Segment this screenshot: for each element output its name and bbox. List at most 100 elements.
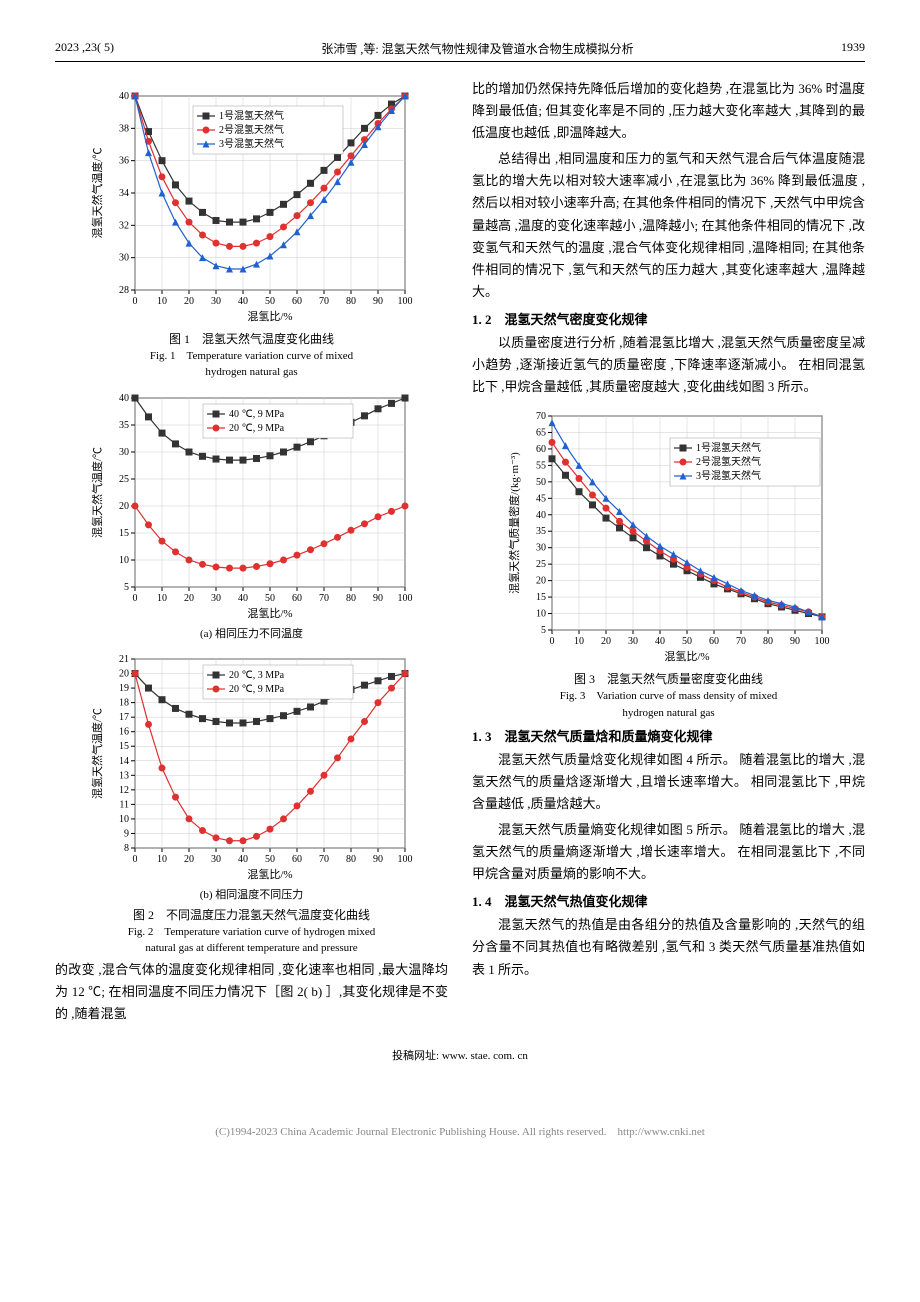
svg-text:70: 70	[319, 854, 329, 865]
svg-text:14: 14	[119, 755, 129, 766]
svg-text:38: 38	[119, 123, 129, 134]
svg-text:100: 100	[397, 296, 412, 307]
svg-text:60: 60	[292, 854, 302, 865]
svg-text:40: 40	[655, 636, 665, 647]
svg-text:40: 40	[536, 510, 546, 521]
svg-text:0: 0	[132, 593, 137, 604]
svg-text:50: 50	[536, 477, 546, 488]
svg-text:12: 12	[119, 784, 129, 795]
fig2a-subcaption: (a) 相同压力不同温度	[55, 625, 448, 641]
svg-text:0: 0	[132, 296, 137, 307]
svg-text:25: 25	[536, 559, 546, 570]
page-header: 2023 ,23( 5) 张沛雪 ,等: 混氢天然气物性规律及管道水合物生成模拟…	[55, 40, 865, 62]
svg-text:30: 30	[536, 543, 546, 554]
svg-text:混氢比/%: 混氢比/%	[247, 309, 292, 323]
svg-text:混氢天然气质量密度/(kg·m⁻³): 混氢天然气质量密度/(kg·m⁻³)	[507, 452, 521, 594]
fig1-caption-en-1: Fig. 1 Temperature variation curve of mi…	[55, 349, 448, 363]
svg-text:40: 40	[238, 854, 248, 865]
svg-text:15: 15	[536, 592, 546, 603]
svg-text:20: 20	[601, 636, 611, 647]
svg-text:10: 10	[157, 593, 167, 604]
svg-text:1号混氢天然气: 1号混氢天然气	[219, 109, 284, 122]
left-column: 010203040506070809010028303234363840混氢比/…	[55, 78, 448, 1029]
svg-text:100: 100	[397, 593, 412, 604]
svg-text:5: 5	[124, 582, 129, 593]
svg-text:18: 18	[119, 697, 129, 708]
svg-text:28: 28	[119, 285, 129, 296]
fig3-caption-en-2: hydrogen natural gas	[472, 706, 865, 720]
svg-text:2号混氢天然气: 2号混氢天然气	[696, 455, 761, 468]
svg-text:35: 35	[536, 526, 546, 537]
svg-text:5: 5	[541, 625, 546, 636]
right-para-6: 混氢天然气的热值是由各组分的热值及含量影响的 ,天然气的组分含量不同其热值也有略…	[472, 914, 865, 980]
svg-text:60: 60	[536, 444, 546, 455]
svg-text:50: 50	[265, 296, 275, 307]
fig2-caption-en-1: Fig. 2 Temperature variation curve of hy…	[55, 925, 448, 939]
svg-text:10: 10	[574, 636, 584, 647]
svg-text:45: 45	[536, 494, 546, 505]
section-1-3-title: 1. 3 混氢天然气质量焓和质量熵变化规律	[472, 726, 865, 745]
svg-text:15: 15	[119, 528, 129, 539]
svg-text:17: 17	[119, 712, 129, 723]
svg-text:30: 30	[628, 636, 638, 647]
svg-text:20: 20	[536, 576, 546, 587]
fig3-caption-en-1: Fig. 3 Variation curve of mass density o…	[472, 689, 865, 703]
right-para-1: 比的增加仍然保持先降低后增加的变化趋势 ,在混氢比为 36% 时温度降到最低值;…	[472, 78, 865, 144]
svg-text:15: 15	[119, 741, 129, 752]
svg-text:混氢天然气温度/℃: 混氢天然气温度/℃	[90, 147, 104, 238]
copyright: (C)1994-2023 China Academic Journal Elec…	[55, 1123, 865, 1139]
svg-text:80: 80	[346, 296, 356, 307]
svg-text:0: 0	[549, 636, 554, 647]
right-para-3: 以质量密度进行分析 ,随着混氢比增大 ,混氢天然气质量密度呈减小趋势 ,逐渐接近…	[472, 332, 865, 398]
svg-text:2号混氢天然气: 2号混氢天然气	[219, 123, 284, 136]
svg-text:70: 70	[319, 296, 329, 307]
svg-text:0: 0	[132, 854, 137, 865]
figure-2a: 0102030405060708090100510152025303540混氢比…	[55, 388, 448, 641]
right-column: 比的增加仍然保持先降低后增加的变化趋势 ,在混氢比为 36% 时温度降到最低值;…	[472, 78, 865, 1029]
svg-text:40 ℃, 9 MPa: 40 ℃, 9 MPa	[229, 409, 285, 420]
svg-text:8: 8	[124, 843, 129, 854]
svg-text:3号混氢天然气: 3号混氢天然气	[219, 137, 284, 150]
svg-text:20: 20	[184, 854, 194, 865]
svg-text:10: 10	[157, 296, 167, 307]
svg-text:混氢比/%: 混氢比/%	[664, 649, 709, 663]
svg-text:70: 70	[736, 636, 746, 647]
svg-text:60: 60	[709, 636, 719, 647]
svg-text:30: 30	[211, 296, 221, 307]
right-para-2: 总结得出 ,相同温度和压力的氢气和天然气混合后气体温度随混氢比的增大先以相对较大…	[472, 148, 865, 303]
svg-text:20 ℃, 9 MPa: 20 ℃, 9 MPa	[229, 423, 285, 434]
svg-text:16: 16	[119, 726, 129, 737]
issue: 2023 ,23( 5)	[55, 40, 114, 57]
svg-text:32: 32	[119, 220, 129, 231]
svg-text:90: 90	[373, 854, 383, 865]
svg-text:70: 70	[536, 411, 546, 422]
fig2-caption-zh: 图 2 不同温度压力混氢天然气温度变化曲线	[55, 906, 448, 923]
svg-text:40: 40	[238, 593, 248, 604]
fig2-caption-en-2: natural gas at different temperature and…	[55, 941, 448, 955]
svg-text:10: 10	[119, 555, 129, 566]
right-para-4: 混氢天然气质量焓变化规律如图 4 所示。 随着混氢比的增大 ,混氢天然气的质量焓…	[472, 749, 865, 815]
svg-text:50: 50	[682, 636, 692, 647]
svg-text:40: 40	[119, 91, 129, 102]
figure-1: 010203040506070809010028303234363840混氢比/…	[55, 86, 448, 380]
running-title: 张沛雪 ,等: 混氢天然气物性规律及管道水合物生成模拟分析	[321, 40, 633, 57]
left-para-1: 的改变 ,混合气体的温度变化规律相同 ,变化速率也相同 ,最大温降均为 12 ℃…	[55, 959, 448, 1025]
svg-text:90: 90	[790, 636, 800, 647]
page-number: 1939	[841, 40, 865, 57]
svg-text:混氢比/%: 混氢比/%	[247, 867, 292, 881]
svg-text:100: 100	[814, 636, 829, 647]
svg-text:25: 25	[119, 474, 129, 485]
section-1-4-title: 1. 4 混氢天然气热值变化规律	[472, 891, 865, 910]
svg-text:10: 10	[157, 854, 167, 865]
svg-text:80: 80	[346, 593, 356, 604]
svg-text:60: 60	[292, 296, 302, 307]
svg-text:混氢比/%: 混氢比/%	[247, 606, 292, 620]
svg-text:90: 90	[373, 593, 383, 604]
svg-text:35: 35	[119, 420, 129, 431]
svg-text:20: 20	[119, 668, 129, 679]
svg-text:20: 20	[184, 296, 194, 307]
svg-text:80: 80	[346, 854, 356, 865]
footer-url: 投稿网址: www. stae. com. cn	[55, 1047, 865, 1063]
svg-text:100: 100	[397, 854, 412, 865]
svg-text:80: 80	[763, 636, 773, 647]
